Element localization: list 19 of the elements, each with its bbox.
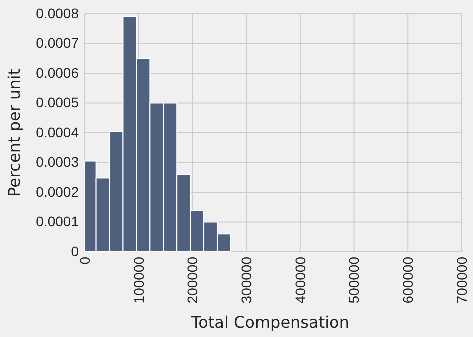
x-tick-label: 600000 bbox=[400, 256, 416, 304]
x-axis-title: Total Compensation bbox=[190, 313, 350, 332]
y-tick-label: 0.0005 bbox=[36, 94, 80, 111]
x-tick-label: 400000 bbox=[292, 256, 308, 304]
y-tick-label: 0.0001 bbox=[36, 214, 80, 230]
y-tick-label: 0.0007 bbox=[36, 35, 80, 52]
x-tick-label: 300000 bbox=[238, 256, 254, 304]
y-tick-label: 0.0006 bbox=[36, 64, 80, 81]
x-tick-label: 100000 bbox=[130, 256, 147, 304]
x-tick-label: 200000 bbox=[184, 256, 201, 304]
y-tick-label: 0.0004 bbox=[36, 124, 80, 140]
y-tick-label: 0.0008 bbox=[36, 5, 80, 22]
y-axis-title: Percent per unit bbox=[5, 69, 24, 197]
y-tick-label: 0.0003 bbox=[36, 154, 80, 170]
x-tick-label: 700000 bbox=[454, 256, 470, 304]
x-tick-label: 0 bbox=[76, 256, 93, 265]
x-tick-label: 500000 bbox=[346, 256, 362, 304]
y-tick-label: 0 bbox=[71, 243, 80, 260]
y-tick-label: 0.0002 bbox=[36, 184, 80, 200]
